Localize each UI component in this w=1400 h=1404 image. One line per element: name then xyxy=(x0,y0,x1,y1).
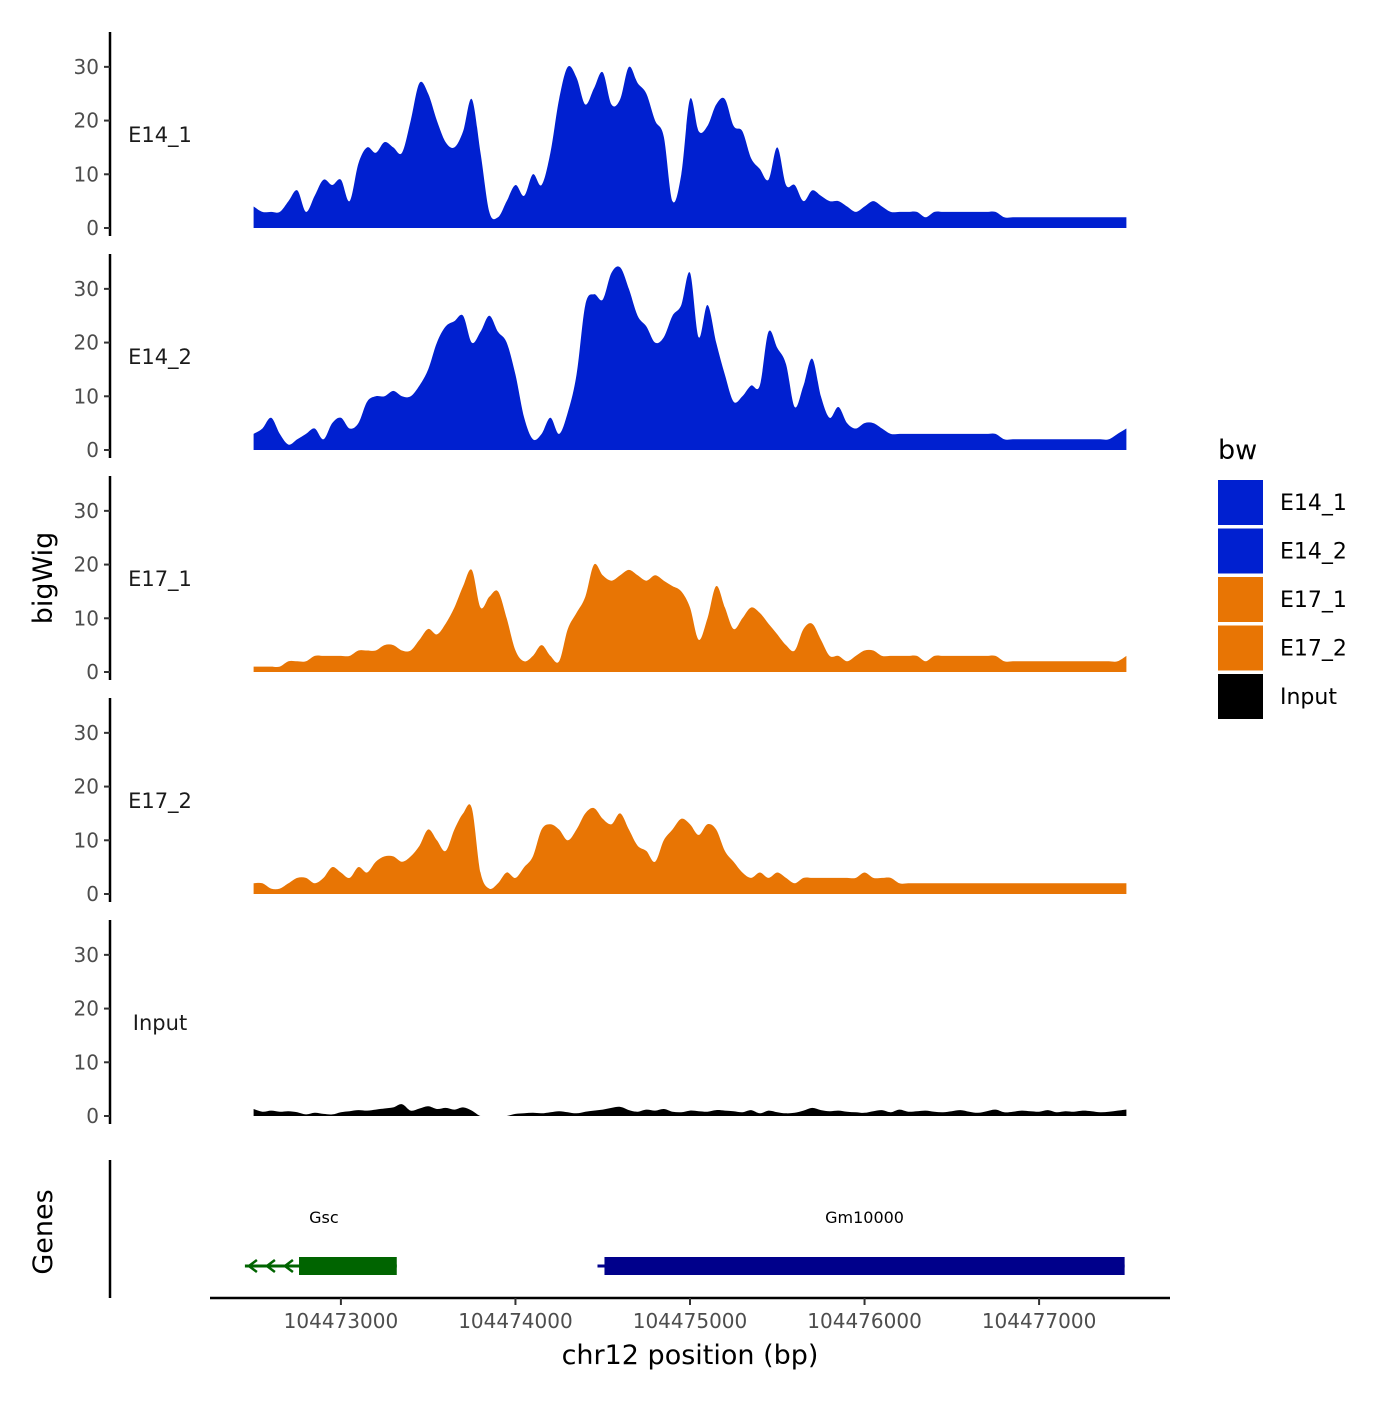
coverage-area-e17-2 xyxy=(253,804,1127,894)
coverage-area-e14-2 xyxy=(253,266,1127,450)
coverage-area-input xyxy=(253,1104,1127,1116)
coverage-tracks: 0 10 20 30 E14_1 0 10 20 30 E14_2 0 10 20 30 E17_1 0 10 2… xyxy=(74,32,1127,1128)
y-tick-label: 20 xyxy=(74,553,99,577)
gene-label: Gsc xyxy=(309,1208,339,1227)
strand-arrow-icon xyxy=(246,1259,258,1273)
gene-exon-block xyxy=(604,1257,1125,1275)
track-label: E14_1 xyxy=(128,123,192,148)
x-axis-title: chr12 position (bp) xyxy=(562,1340,819,1371)
track-label: Input xyxy=(133,1011,187,1035)
legend-swatch-e17-2 xyxy=(1218,625,1263,671)
track-label: E17_1 xyxy=(128,567,192,592)
x-tick-label: 104475000 xyxy=(633,1309,748,1333)
y-tick-label: 10 xyxy=(74,162,99,186)
y-tick-label: 0 xyxy=(86,216,99,240)
y-tick-label: 20 xyxy=(74,109,99,133)
track-label: E17_2 xyxy=(128,789,192,814)
legend-swatch-e17-1 xyxy=(1218,577,1263,622)
y-tick-label: 20 xyxy=(74,331,99,355)
y-tick-label: 10 xyxy=(74,606,99,630)
y-tick-label: 0 xyxy=(86,438,99,462)
coverage-area-e17-1 xyxy=(253,563,1127,672)
legend-swatch-e14-2 xyxy=(1218,528,1263,574)
y-tick-label: 10 xyxy=(74,1050,99,1074)
x-tick-label: 104473000 xyxy=(284,1309,399,1333)
track-e17-1: 0 10 20 30 E17_1 xyxy=(74,476,1127,684)
track-e14-1: 0 10 20 30 E14_1 xyxy=(74,32,1127,240)
x-tick-label: 104474000 xyxy=(458,1309,573,1333)
track-e17-2: 0 10 20 30 E17_2 xyxy=(74,698,1127,906)
legend: bw E14_1 E14_2 E17_1 E17_2 Input xyxy=(1218,435,1347,719)
legend-swatch-input xyxy=(1218,674,1263,719)
x-tick-label: 104476000 xyxy=(807,1309,922,1333)
y-axis-title: bigWig xyxy=(28,532,59,625)
track-input: 0 10 20 30 Input xyxy=(74,920,1127,1128)
y-tick-label: 30 xyxy=(74,499,99,523)
y-tick-label: 30 xyxy=(74,55,99,79)
y-tick-label: 10 xyxy=(74,384,99,408)
gene-label: Gm10000 xyxy=(825,1208,904,1227)
genes-axis-title: Genes xyxy=(28,1189,59,1274)
y-tick-label: 30 xyxy=(74,943,99,967)
track-e14-2: 0 10 20 30 E14_2 xyxy=(74,254,1127,462)
legend-label: E17_1 xyxy=(1280,588,1347,613)
coverage-area-e14-1 xyxy=(253,66,1127,229)
track-label: E14_2 xyxy=(128,345,192,370)
y-tick-label: 30 xyxy=(74,721,99,745)
strand-arrow-icon xyxy=(282,1259,294,1273)
y-tick-label: 10 xyxy=(74,828,99,852)
x-tick-label: 104477000 xyxy=(982,1309,1097,1333)
legend-swatch-e14-1 xyxy=(1218,480,1263,525)
gene-gsc: Gsc xyxy=(244,1208,397,1275)
legend-label: E14_1 xyxy=(1280,491,1347,516)
gene-gm10000: Gm10000 xyxy=(597,1208,1125,1275)
y-tick-label: 30 xyxy=(74,277,99,301)
strand-arrow-icon xyxy=(264,1259,276,1273)
gene-track: Gsc Gm10000 xyxy=(108,1160,1125,1298)
x-axis: 104473000 104474000 104475000 104476000 1044… xyxy=(210,1296,1170,1333)
y-tick-label: 20 xyxy=(74,775,99,799)
legend-title: bw xyxy=(1218,435,1257,466)
y-tick-label: 0 xyxy=(86,1104,99,1128)
legend-label: E17_2 xyxy=(1280,637,1347,662)
y-tick-label: 0 xyxy=(86,660,99,684)
legend-label: Input xyxy=(1280,685,1337,710)
gene-exon-block xyxy=(299,1257,397,1275)
y-tick-label: 0 xyxy=(86,882,99,906)
y-tick-label: 20 xyxy=(74,997,99,1021)
legend-label: E14_2 xyxy=(1280,540,1347,565)
